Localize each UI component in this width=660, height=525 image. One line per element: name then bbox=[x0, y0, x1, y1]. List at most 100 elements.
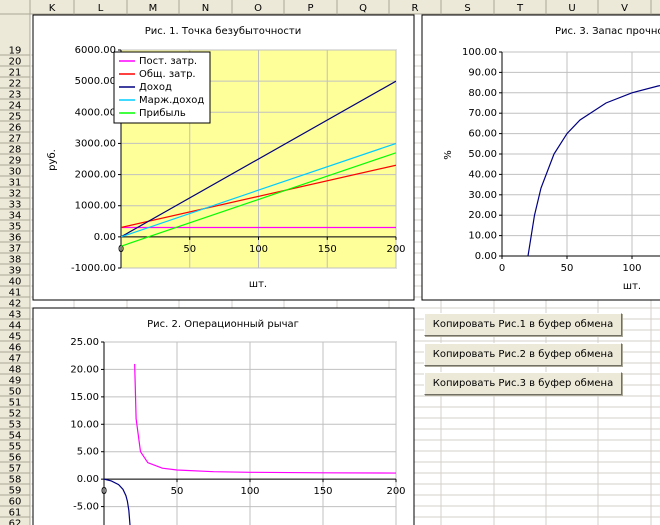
row-header: 23 bbox=[9, 90, 22, 101]
row-header: 28 bbox=[9, 145, 22, 156]
row-header: 47 bbox=[9, 354, 22, 365]
y-tick-label: 6000.00 bbox=[75, 45, 116, 56]
x-tick-label: 50 bbox=[183, 244, 196, 255]
y-axis-label: % bbox=[443, 150, 454, 160]
x-tick-label: 150 bbox=[313, 486, 332, 497]
y-tick-label: 15.00 bbox=[70, 392, 99, 403]
y-tick-label: 90.00 bbox=[468, 67, 497, 78]
series-line bbox=[121, 80, 396, 238]
column-header: U bbox=[568, 3, 575, 14]
chart-title: Рис. 1. Точка безубыточности bbox=[145, 26, 302, 37]
row-header: 26 bbox=[9, 123, 22, 134]
legend: Пост. затр. Общ. затр. Доход Марж.доход Приб… bbox=[113, 51, 211, 124]
row-header: 41 bbox=[9, 288, 22, 299]
y-tick-label: 0.00 bbox=[475, 251, 497, 262]
row-header: 24 bbox=[9, 101, 22, 112]
chart-title: Рис. 2. Операционный рычаг bbox=[147, 319, 299, 330]
x-tick-label: 150 bbox=[318, 244, 337, 255]
chart: Рис. 3. Запас прочно 0.00 10.00 20.00 30.00 4… bbox=[421, 14, 660, 301]
legend-label: Марж.доход bbox=[139, 95, 204, 106]
x-axis-label: шт. bbox=[249, 279, 267, 290]
row-header: 48 bbox=[9, 365, 22, 376]
x-tick-label: 200 bbox=[386, 244, 405, 255]
x-tick-label: 200 bbox=[386, 486, 405, 497]
y-tick-label: 10.00 bbox=[70, 419, 99, 430]
x-tick-label: 0 bbox=[499, 263, 505, 274]
series-line bbox=[121, 152, 396, 247]
row-header: 61 bbox=[9, 508, 22, 519]
x-tick-label: 100 bbox=[622, 263, 641, 274]
y-tick-label: 40.00 bbox=[468, 169, 497, 180]
y-tick-label: 4000.00 bbox=[75, 107, 116, 118]
y-tick-label: 50.00 bbox=[468, 149, 497, 160]
column-header: S bbox=[464, 3, 470, 14]
row-header: 25 bbox=[9, 112, 22, 123]
row-header: 37 bbox=[9, 244, 22, 255]
row-header: 32 bbox=[9, 189, 22, 200]
row-header: 58 bbox=[9, 475, 22, 486]
row-header: 40 bbox=[9, 277, 22, 288]
row-header: 42 bbox=[9, 299, 22, 310]
row-header: 46 bbox=[9, 343, 22, 354]
row-header: 51 bbox=[9, 398, 22, 409]
row-header: 35 bbox=[9, 222, 22, 233]
row-header: 56 bbox=[9, 453, 22, 464]
row-header: 62 bbox=[9, 519, 22, 525]
chart-title: Рис. 3. Запас прочно bbox=[555, 26, 660, 37]
row-header: 39 bbox=[9, 266, 22, 277]
column-header: Q bbox=[359, 3, 367, 14]
series-line bbox=[121, 164, 396, 229]
plot-lines bbox=[104, 363, 396, 525]
y-tick-label: -1000.00 bbox=[71, 263, 116, 274]
series-line bbox=[527, 85, 660, 256]
row-header: 60 bbox=[9, 497, 22, 508]
plot-lines bbox=[121, 80, 396, 247]
chart: Рис. 2. Операционный рычаг -5.00 0.00 5.00 1… bbox=[32, 307, 415, 525]
row-header: 30 bbox=[9, 167, 22, 178]
row-header: 54 bbox=[9, 431, 22, 442]
series-line bbox=[121, 142, 396, 238]
y-tick-label: 3000.00 bbox=[75, 138, 116, 149]
y-tick-label: 10.00 bbox=[468, 231, 497, 242]
row-header: 57 bbox=[9, 464, 22, 475]
y-tick-label: 0.00 bbox=[77, 474, 99, 485]
x-tick-label: 50 bbox=[561, 263, 574, 274]
plot-lines bbox=[527, 85, 660, 256]
column-header: R bbox=[412, 3, 419, 14]
row-header: 55 bbox=[9, 442, 22, 453]
y-tick-label: 1000.00 bbox=[75, 201, 116, 212]
row-header: 33 bbox=[9, 200, 22, 211]
column-header: V bbox=[621, 3, 628, 14]
column-header: M bbox=[149, 3, 158, 14]
row-header: 52 bbox=[9, 409, 22, 420]
header-bar bbox=[0, 0, 660, 14]
column-header: L bbox=[98, 3, 104, 14]
column-header: P bbox=[307, 3, 313, 14]
y-tick-label: -5.00 bbox=[73, 502, 99, 513]
series-line bbox=[134, 363, 396, 474]
y-tick-label: 20.00 bbox=[70, 364, 99, 375]
row-header: 38 bbox=[9, 255, 22, 266]
row-header: 29 bbox=[9, 156, 22, 167]
row-header: 45 bbox=[9, 332, 22, 343]
copy-chart-button[interactable]: Копировать Рис.1 в буфер обмена bbox=[424, 313, 622, 336]
y-tick-label: 0.00 bbox=[94, 232, 116, 243]
x-tick-label: 50 bbox=[171, 486, 184, 497]
row-header: 49 bbox=[9, 376, 22, 387]
row-header: 31 bbox=[9, 178, 22, 189]
legend-label: Доход bbox=[139, 82, 172, 93]
y-tick-label: 2000.00 bbox=[75, 170, 116, 181]
row-header: 59 bbox=[9, 486, 22, 497]
row-header: 44 bbox=[9, 321, 22, 332]
y-tick-label: 5.00 bbox=[77, 447, 99, 458]
legend-label: Общ. затр. bbox=[139, 69, 196, 80]
y-tick-label: 25.00 bbox=[70, 337, 99, 348]
row-header: 43 bbox=[9, 310, 22, 321]
y-tick-label: 80.00 bbox=[468, 88, 497, 99]
copy-chart-button[interactable]: Копировать Рис.2 в буфер обмена bbox=[424, 343, 622, 366]
y-tick-label: 100.00 bbox=[462, 47, 497, 58]
copy-chart-button[interactable]: Копировать Рис.3 в буфер обмена bbox=[424, 372, 622, 395]
row-header: 50 bbox=[9, 387, 22, 398]
